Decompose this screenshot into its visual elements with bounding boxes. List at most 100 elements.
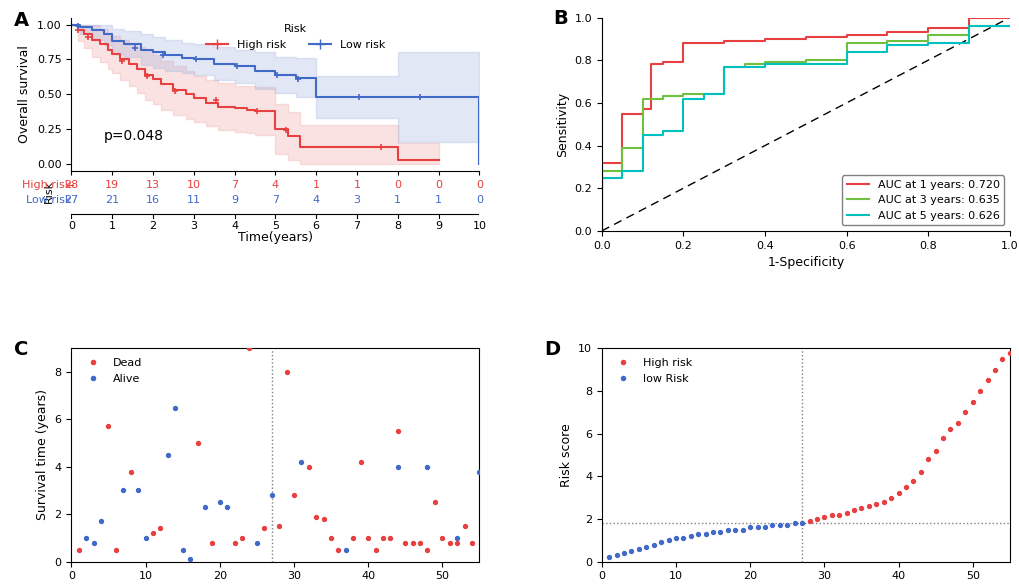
Text: 11: 11 [186, 195, 201, 205]
Point [448, 538, 465, 548]
Text: 3: 3 [354, 195, 360, 205]
Point [949, 418, 965, 428]
Point [615, 548, 632, 558]
Point [608, 550, 625, 560]
Text: 0: 0 [394, 180, 400, 190]
Point [211, 498, 227, 507]
Point [897, 482, 913, 491]
Text: 0: 0 [476, 195, 482, 205]
Point [890, 488, 906, 498]
Point [471, 467, 487, 476]
Point [756, 523, 772, 532]
X-axis label: 1-Specificity: 1-Specificity [766, 256, 844, 269]
Y-axis label: Overall survival: Overall survival [18, 45, 32, 143]
Point [160, 450, 176, 460]
Point [323, 533, 339, 542]
Point [652, 538, 668, 547]
Point [638, 542, 654, 551]
Point [727, 525, 743, 534]
Point [994, 355, 1010, 364]
Text: 13: 13 [146, 180, 160, 190]
Point [630, 544, 646, 553]
Point [204, 538, 220, 548]
Legend: AUC at 1 years: 0.720, AUC at 3 years: 0.635, AUC at 5 years: 0.626: AUC at 1 years: 0.720, AUC at 3 years: 0… [842, 176, 1004, 225]
Point [978, 376, 995, 385]
Text: 9: 9 [435, 221, 441, 230]
Text: 0: 0 [476, 180, 482, 190]
Point [956, 408, 972, 417]
Text: 3: 3 [191, 221, 197, 230]
Point [942, 425, 958, 434]
Text: 6: 6 [313, 221, 319, 230]
Point [793, 518, 809, 528]
Point [830, 510, 847, 519]
Point [122, 467, 139, 476]
Text: C: C [14, 340, 29, 359]
Point [70, 545, 87, 555]
Point [263, 491, 279, 500]
Point [396, 538, 413, 548]
Point [448, 533, 465, 542]
Point [249, 538, 265, 548]
Point [108, 545, 124, 555]
Point [623, 546, 639, 556]
Point [845, 505, 861, 515]
Point [138, 533, 154, 542]
Point [412, 538, 428, 548]
Point [853, 504, 869, 513]
Y-axis label: Survival time (years): Survival time (years) [36, 390, 49, 521]
Point [271, 521, 287, 531]
Text: 1: 1 [435, 195, 441, 205]
Point [315, 514, 331, 524]
Point [285, 491, 302, 500]
Point [704, 527, 720, 536]
Point [374, 533, 390, 542]
Point [190, 438, 206, 448]
Y-axis label: Risk score: Risk score [559, 423, 572, 487]
Point [405, 538, 421, 548]
Text: 1: 1 [313, 180, 319, 190]
Text: 10: 10 [472, 221, 486, 230]
Text: Risk: Risk [44, 180, 54, 203]
Point [659, 536, 676, 545]
Text: Time(years): Time(years) [237, 231, 313, 244]
Text: 2: 2 [150, 221, 156, 230]
Point [167, 403, 183, 412]
Point [337, 545, 354, 555]
Point [419, 462, 435, 472]
Point [197, 503, 213, 512]
Point [100, 422, 116, 431]
Point [233, 533, 250, 542]
Point [645, 540, 661, 549]
Point [181, 555, 198, 564]
Point [330, 545, 346, 555]
Point [771, 521, 788, 530]
Point [389, 426, 406, 436]
Point [934, 433, 951, 442]
Text: 7: 7 [272, 195, 278, 205]
Point [912, 467, 928, 477]
Text: 16: 16 [146, 195, 160, 205]
Text: p=0.048: p=0.048 [104, 129, 164, 143]
Point [971, 386, 987, 395]
Point [779, 521, 795, 530]
Text: 21: 21 [105, 195, 119, 205]
Point [600, 553, 616, 562]
Legend: High risk, Low risk: High risk, Low risk [202, 20, 389, 54]
Point [904, 476, 920, 485]
Point [1001, 348, 1017, 357]
Point [86, 538, 102, 548]
Point [867, 500, 883, 509]
Text: B: B [552, 9, 567, 28]
Point [308, 512, 324, 521]
Point [426, 498, 442, 507]
Point [441, 538, 458, 548]
Text: 8: 8 [394, 221, 400, 230]
Point [152, 524, 168, 533]
Text: 4: 4 [272, 180, 278, 190]
Point [667, 534, 684, 543]
Point [882, 493, 899, 503]
Text: 9: 9 [231, 195, 237, 205]
Text: High risk: High risk [22, 180, 71, 190]
Point [242, 343, 258, 353]
